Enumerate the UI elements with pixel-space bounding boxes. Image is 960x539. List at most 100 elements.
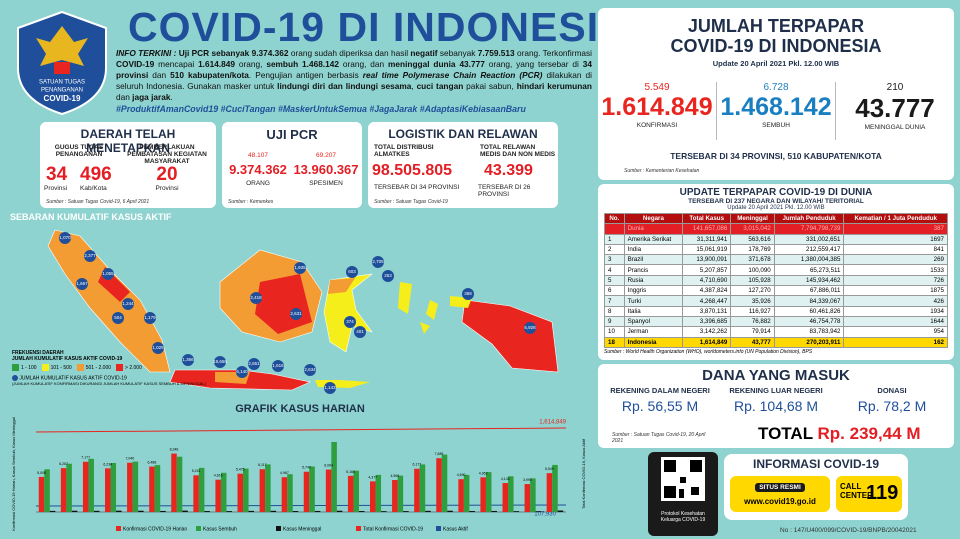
fund-value: Rp. 78,2 M: [857, 398, 927, 414]
map-label: 1,055: [102, 271, 114, 276]
bar: [127, 462, 133, 512]
cell: 269: [843, 254, 948, 266]
bar: [535, 511, 542, 512]
cell: 6: [604, 285, 625, 297]
cell: 178,769: [730, 243, 775, 256]
bar: [447, 510, 453, 512]
info-segment: 510 kabupaten/kota: [170, 70, 249, 80]
info-segment: . Pengujian antigen berbasis: [248, 70, 363, 80]
info-segment: Uji PCR sebanyak: [178, 48, 252, 58]
info-text: INFO TERKINI : Uji PCR sebanyak 9.374.36…: [116, 48, 592, 103]
cell: 79,914: [730, 326, 775, 338]
fund: DONASI Rp. 78,2 M: [834, 386, 950, 414]
logistik-panel: LOGISTIK DAN RELAWAN TOTAL DISTRIBUSI AL…: [368, 122, 558, 208]
bar-label: 6,488: [148, 461, 157, 465]
legend-label: Kasus Aktif: [443, 526, 468, 532]
table-row: 2 India 15,061,919 178,769 212,559,417 841: [604, 243, 948, 256]
cell: Jerman: [623, 326, 684, 338]
cell: 3,015,042: [730, 223, 775, 235]
info-segment: COVID-19: [116, 59, 155, 69]
bar: [502, 482, 509, 512]
value: 13.960.367: [293, 162, 359, 177]
info-segment: real time Polymerase Chain Reaction (PCR…: [362, 70, 543, 80]
source: Sumber : Satuan Tugas Covid-19: [374, 199, 448, 205]
site-badge: SITUS RESMI www.covid19.go.id: [730, 476, 830, 512]
unit: Provinsi: [44, 185, 68, 192]
value: 496: [80, 164, 112, 185]
table-row: 9 Spanyol 3,396,685 76,882 46,754,778 1644: [604, 315, 948, 328]
table-row: 3 Brazil 13,900,091 371,678 1,380,004,385 269: [604, 254, 948, 266]
stat-value: 43.777: [855, 93, 935, 123]
map-dot: [272, 360, 284, 372]
bar: [375, 474, 382, 512]
bar: [397, 475, 404, 512]
column-header: Meninggal: [730, 212, 775, 225]
legend-subtitle: JUMLAH KUMULATIF KASUS AKTIF COVID-19: [12, 356, 123, 362]
map-dot: [304, 364, 316, 376]
bar: [441, 454, 448, 512]
column-header: Total Kasus: [682, 212, 732, 225]
hashtags: #ProduktifAmanCovid19 #CuciTangan #Maske…: [116, 104, 526, 114]
info-segment: orang,: [234, 59, 267, 69]
delta: 48.107: [248, 152, 268, 159]
map-dot: [144, 312, 156, 324]
cell: 116,927: [730, 305, 775, 317]
info-segment: ,: [411, 81, 417, 91]
title: COVID-19 DI INDONESIA: [128, 4, 630, 50]
active-line: [35, 504, 567, 507]
map-label: 2,418: [250, 295, 262, 300]
qr-caption: Protokol Kesehatan Keluarga COVID-19: [660, 511, 706, 523]
map-label: 19,655: [213, 359, 227, 364]
bar: [414, 468, 420, 512]
bar-label: 6,177: [413, 463, 422, 467]
legend-items: 1 - 100 101 - 500 501 - 2.000 > 2.000: [12, 364, 212, 371]
map-dot: [59, 232, 71, 244]
bar-label: 4,143: [501, 477, 510, 481]
bar: [248, 510, 255, 512]
bar: [149, 466, 155, 512]
y-axis-label: Konfirmasi COVID-19 Harian, Kasus Sembuh…: [11, 417, 16, 531]
cell: 1,614,849: [682, 336, 732, 348]
value: 43.399: [484, 162, 533, 179]
map-label: 2,631: [290, 311, 302, 316]
value: 98.505.805: [372, 162, 453, 179]
stat-delta: 6.728: [763, 82, 789, 93]
panel-title: UJI PCR: [266, 127, 318, 142]
world-table: No. Negara Total Kasus Meninggal Jumlah Pend…: [604, 212, 948, 348]
map-label: 504: [114, 315, 122, 320]
cell: 3,396,685: [682, 315, 732, 328]
table-row: Dunia 141,657,086 3,015,042 7,794,798,739 38…: [604, 223, 948, 235]
map-dot: [214, 356, 226, 368]
bar: [403, 511, 409, 512]
bar: [381, 511, 387, 512]
legend-item: 501 - 2.000: [76, 364, 112, 371]
bar-label: 6,117: [258, 463, 267, 467]
bar: [160, 510, 166, 512]
table-row: 5 Rusia 4,710,690 105,928 145,934,462 726: [604, 274, 948, 287]
total-value: Rp. 239,44 M: [817, 424, 921, 443]
bar-label: 7,685: [435, 452, 444, 456]
cell: 371,678: [730, 254, 775, 266]
cell: 5: [604, 274, 625, 287]
legend-label: Total Konfirmasi COVID-19: [363, 526, 423, 532]
map-label: 1,179: [144, 315, 156, 320]
cell: 127,270: [730, 285, 775, 297]
logo-text: COVID-19: [44, 94, 81, 103]
map-dot: [182, 354, 194, 366]
info-segment: cuci tangan: [416, 81, 464, 91]
bar: [226, 511, 232, 512]
cell: 9: [604, 315, 625, 328]
bar: [44, 469, 50, 512]
update: Update 20 April 2021 Pkl. 12.00 WIB: [712, 59, 840, 68]
info-segment: lindungi diri dan lindungi sesama: [277, 81, 412, 91]
legend-label: 501 - 2.000: [85, 364, 112, 371]
bar: [557, 510, 564, 512]
table-header: No. Negara Total Kasus Meninggal Jumlah Pend…: [604, 212, 948, 225]
bar-label: 3,990: [523, 478, 532, 482]
bar: [281, 477, 288, 512]
map-label: 1,244: [122, 301, 134, 306]
map-dot: [248, 358, 260, 370]
cell: 387: [843, 223, 948, 235]
map-label: 6,140: [236, 369, 248, 374]
bar-label: 4,952: [479, 471, 488, 475]
